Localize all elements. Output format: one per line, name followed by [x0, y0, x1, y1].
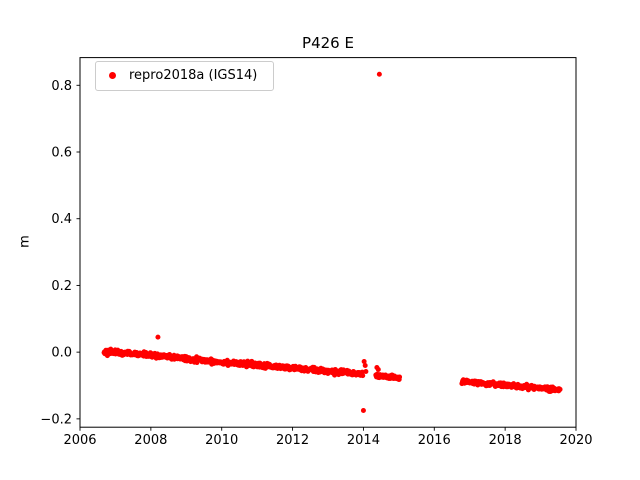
legend-label: repro2018a (IGS14): [129, 68, 258, 83]
svg-text:0.8: 0.8: [51, 79, 72, 94]
chart-title: P426 E: [302, 34, 354, 52]
svg-text:0.6: 0.6: [51, 146, 72, 161]
svg-text:2016: 2016: [418, 433, 451, 448]
svg-text:2018: 2018: [489, 433, 522, 448]
svg-text:2010: 2010: [205, 433, 238, 448]
svg-text:0.0: 0.0: [51, 346, 72, 361]
axes-frame: [79, 57, 577, 428]
y-axis-label: m: [17, 235, 33, 248]
svg-text:2012: 2012: [276, 433, 309, 448]
svg-text:0.2: 0.2: [51, 279, 72, 294]
legend-marker-icon: [109, 72, 116, 80]
svg-text:0.4: 0.4: [51, 212, 72, 227]
tick-labels: 2006 2008 2010 2012 2014 2016 2018 2020 −0.2 0.0 0…: [40, 79, 592, 448]
scatter-series: [101, 71, 563, 414]
svg-text:2020: 2020: [559, 433, 592, 448]
svg-text:−0.2: −0.2: [40, 412, 72, 427]
svg-text:2006: 2006: [63, 433, 96, 448]
svg-text:2008: 2008: [134, 433, 167, 448]
legend: repro2018a (IGS14): [95, 61, 275, 91]
ticks: [76, 84, 577, 431]
svg-text:2014: 2014: [347, 433, 380, 448]
